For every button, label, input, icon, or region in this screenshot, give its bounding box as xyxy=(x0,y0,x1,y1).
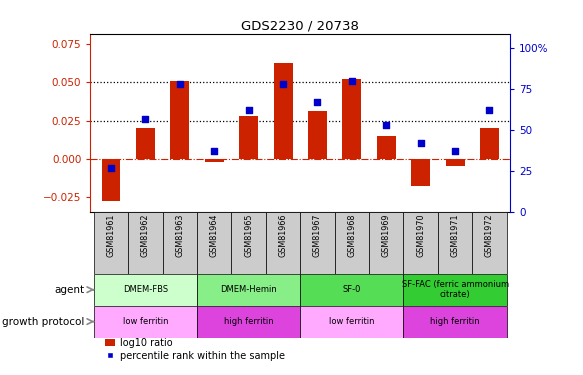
Bar xyxy=(205,159,224,162)
Text: high ferritin: high ferritin xyxy=(224,317,273,326)
Bar xyxy=(342,80,361,159)
Bar xyxy=(163,212,197,274)
Bar xyxy=(197,306,300,338)
Bar xyxy=(197,274,300,306)
Bar xyxy=(377,136,396,159)
Bar xyxy=(239,116,258,159)
Text: DMEM-Hemin: DMEM-Hemin xyxy=(220,285,277,294)
Point xyxy=(382,122,391,128)
Title: GDS2230 / 20738: GDS2230 / 20738 xyxy=(241,20,359,33)
Bar xyxy=(411,159,430,186)
Text: GSM81968: GSM81968 xyxy=(347,214,356,257)
Bar xyxy=(403,212,438,274)
Point xyxy=(175,81,184,87)
Bar xyxy=(308,111,327,159)
Text: SF-FAC (ferric ammonium
citrate): SF-FAC (ferric ammonium citrate) xyxy=(402,280,508,299)
Bar xyxy=(472,212,507,274)
Bar xyxy=(480,128,499,159)
Text: DMEM-FBS: DMEM-FBS xyxy=(123,285,168,294)
Bar xyxy=(128,212,163,274)
Bar xyxy=(136,128,155,159)
Text: GSM81969: GSM81969 xyxy=(382,214,391,257)
Text: SF-0: SF-0 xyxy=(343,285,361,294)
Bar xyxy=(197,212,231,274)
Point xyxy=(209,148,219,154)
Bar xyxy=(101,159,121,201)
Bar xyxy=(445,159,465,166)
Bar xyxy=(369,212,403,274)
Point xyxy=(347,78,357,84)
Bar xyxy=(335,212,369,274)
Bar xyxy=(94,274,197,306)
Point xyxy=(416,140,426,146)
Bar xyxy=(403,306,507,338)
Point xyxy=(244,107,253,113)
Text: low ferritin: low ferritin xyxy=(329,317,375,326)
Point xyxy=(485,107,494,113)
Text: high ferritin: high ferritin xyxy=(430,317,480,326)
Bar xyxy=(403,274,507,306)
Text: GSM81967: GSM81967 xyxy=(313,214,322,257)
Point xyxy=(278,81,287,87)
Text: GSM81971: GSM81971 xyxy=(451,214,459,257)
Text: GSM81965: GSM81965 xyxy=(244,214,253,257)
Bar xyxy=(300,212,335,274)
Text: low ferritin: low ferritin xyxy=(122,317,168,326)
Text: agent: agent xyxy=(54,285,85,295)
Bar xyxy=(266,212,300,274)
Point xyxy=(313,99,322,105)
Text: GSM81972: GSM81972 xyxy=(485,214,494,257)
Text: GSM81961: GSM81961 xyxy=(107,214,115,257)
Bar xyxy=(170,81,189,159)
Bar xyxy=(300,306,403,338)
Text: GSM81966: GSM81966 xyxy=(279,214,287,257)
Text: GSM81964: GSM81964 xyxy=(210,214,219,257)
Bar xyxy=(300,274,403,306)
Point xyxy=(141,116,150,122)
Text: GSM81962: GSM81962 xyxy=(141,214,150,257)
Bar xyxy=(438,212,472,274)
Text: growth protocol: growth protocol xyxy=(2,316,85,327)
Bar xyxy=(273,63,293,159)
Point xyxy=(451,148,460,154)
Text: GSM81963: GSM81963 xyxy=(175,214,184,257)
Text: GSM81970: GSM81970 xyxy=(416,214,425,257)
Bar xyxy=(231,212,266,274)
Bar xyxy=(94,212,128,274)
Point xyxy=(106,165,115,171)
Bar xyxy=(94,306,197,338)
Legend: log10 ratio, percentile rank within the sample: log10 ratio, percentile rank within the … xyxy=(101,334,289,364)
